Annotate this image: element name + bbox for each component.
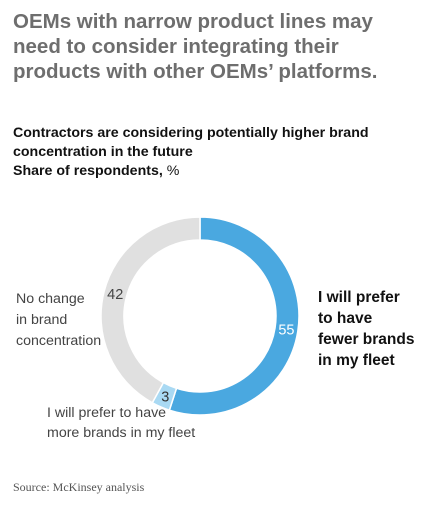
- source-note: Source: McKinsey analysis: [13, 480, 145, 494]
- unit-label: Share of respondents,: [13, 163, 163, 179]
- donut-slice: [168, 216, 300, 416]
- slice-value-label: 42: [107, 287, 123, 303]
- headline-line: OEMs with narrow product lines may: [13, 10, 373, 33]
- slice-category-label: No change in brand concentration: [16, 291, 101, 349]
- headline-line: products with other OEMs’ platforms.: [13, 60, 378, 83]
- slice-value-label: 3: [161, 389, 169, 405]
- unit-symbol: %: [166, 163, 180, 179]
- subtitle-line: concentration in the future: [13, 144, 193, 160]
- unit-line: Share of respondents, %: [13, 163, 179, 179]
- slice-category-label: I will prefer to have fewer brands in my fl…: [318, 289, 414, 369]
- donut-slice: [100, 216, 201, 404]
- slice-value-label: 55: [278, 323, 294, 339]
- chart-subtitle: Contractors are considering potentially …: [13, 124, 423, 181]
- donut-chart: 55 I will prefer to have fewer brands in my …: [16, 216, 414, 441]
- headline-line: need to consider integrating their: [13, 35, 339, 58]
- headline: OEMs with narrow product lines may need …: [13, 9, 418, 84]
- subtitle-line: Contractors are considering potentially …: [13, 125, 369, 141]
- slice-category-label: I will prefer to have more brands in my f…: [47, 405, 195, 441]
